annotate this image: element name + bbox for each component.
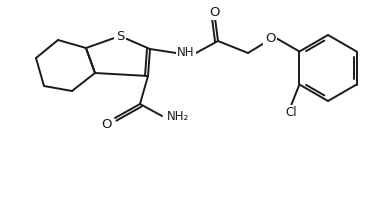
- Text: O: O: [210, 5, 220, 19]
- Text: NH: NH: [177, 46, 195, 59]
- Text: O: O: [102, 118, 112, 130]
- Text: Cl: Cl: [286, 106, 297, 119]
- Text: O: O: [265, 32, 275, 44]
- Text: S: S: [116, 30, 124, 43]
- Text: NH₂: NH₂: [167, 110, 189, 122]
